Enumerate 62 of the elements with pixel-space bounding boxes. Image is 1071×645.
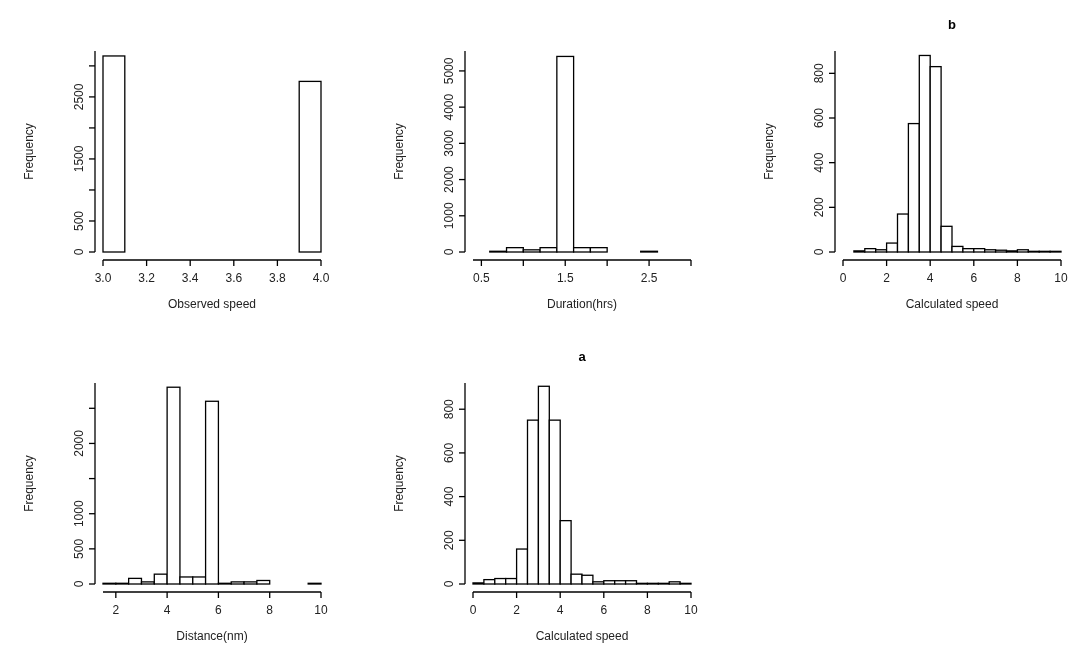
y-tick-label: 200 bbox=[812, 197, 826, 218]
x-tick-label: 2 bbox=[112, 603, 120, 617]
x-tick-label: 0 bbox=[469, 603, 477, 617]
x-tick-label: 4 bbox=[556, 603, 564, 617]
y-axis-title: Frequency bbox=[22, 123, 36, 180]
y-tick-label: 2500 bbox=[72, 83, 86, 111]
y-tick-label: 600 bbox=[812, 107, 826, 129]
x-tick-label: 3.2 bbox=[138, 271, 156, 285]
x-tick-label: 4 bbox=[163, 603, 171, 617]
x-axis-title: Calculated speed bbox=[905, 297, 999, 311]
x-tick-label: 1.5 bbox=[556, 271, 574, 285]
x-tick-label: 6 bbox=[600, 603, 608, 617]
y-tick-label: 400 bbox=[812, 152, 826, 173]
y-tick-label: 0 bbox=[72, 248, 86, 256]
x-tick-label: 10 bbox=[314, 603, 328, 617]
x-tick-label: 3.0 bbox=[94, 271, 112, 285]
y-axis-title: Frequency bbox=[392, 455, 406, 512]
x-axis-title: Distance(nm) bbox=[176, 629, 248, 643]
y-tick-label: 1500 bbox=[72, 145, 86, 173]
y-tick-label: 0 bbox=[442, 580, 456, 588]
x-tick-label: 4 bbox=[926, 271, 934, 285]
x-tick-label: 2.5 bbox=[640, 271, 658, 285]
y-tick-label: 1000 bbox=[72, 500, 86, 528]
x-axis-title: Calculated speed bbox=[535, 629, 629, 643]
y-tick-label: 500 bbox=[72, 538, 86, 559]
x-tick-label: 8 bbox=[1014, 271, 1022, 285]
y-tick-label: 500 bbox=[72, 210, 86, 231]
y-tick-label: 5000 bbox=[442, 57, 456, 85]
y-tick-label: 400 bbox=[442, 486, 456, 507]
x-tick-label: 10 bbox=[684, 603, 698, 617]
x-tick-label: 8 bbox=[266, 603, 274, 617]
x-tick-label: 3.6 bbox=[225, 271, 243, 285]
x-tick-label: 2 bbox=[513, 603, 521, 617]
chart-title: a bbox=[578, 349, 587, 364]
chart-title: b bbox=[948, 17, 957, 32]
y-tick-label: 200 bbox=[442, 529, 456, 551]
y-axis-title: Frequency bbox=[762, 123, 776, 180]
y-tick-label: 1000 bbox=[442, 202, 456, 230]
y-tick-label: 600 bbox=[442, 442, 456, 463]
y-axis-title: Frequency bbox=[392, 123, 406, 180]
y-tick-label: 3000 bbox=[442, 129, 456, 157]
x-tick-label: 8 bbox=[644, 603, 652, 617]
x-tick-label: 10 bbox=[1054, 271, 1068, 285]
y-axis-title: Frequency bbox=[22, 455, 36, 512]
x-tick-label: 2 bbox=[883, 271, 891, 285]
y-tick-label: 2000 bbox=[72, 429, 86, 457]
x-tick-label: 4.0 bbox=[312, 271, 330, 285]
y-tick-label: 800 bbox=[812, 63, 826, 84]
x-tick-label: 3.8 bbox=[269, 271, 287, 285]
x-tick-label: 3.4 bbox=[181, 271, 199, 285]
y-tick-label: 0 bbox=[812, 248, 826, 256]
y-tick-label: 0 bbox=[72, 580, 86, 588]
y-tick-label: 4000 bbox=[442, 93, 456, 121]
x-tick-label: 0.5 bbox=[473, 271, 491, 285]
y-tick-label: 2000 bbox=[442, 165, 456, 193]
x-axis-title: Observed speed bbox=[167, 297, 257, 311]
x-tick-label: 6 bbox=[970, 271, 978, 285]
x-tick-label: 6 bbox=[215, 603, 223, 617]
y-tick-label: 0 bbox=[442, 248, 456, 256]
y-tick-label: 800 bbox=[442, 398, 456, 420]
x-tick-label: 0 bbox=[839, 271, 847, 285]
x-axis-title: Duration(hrs) bbox=[546, 297, 618, 311]
